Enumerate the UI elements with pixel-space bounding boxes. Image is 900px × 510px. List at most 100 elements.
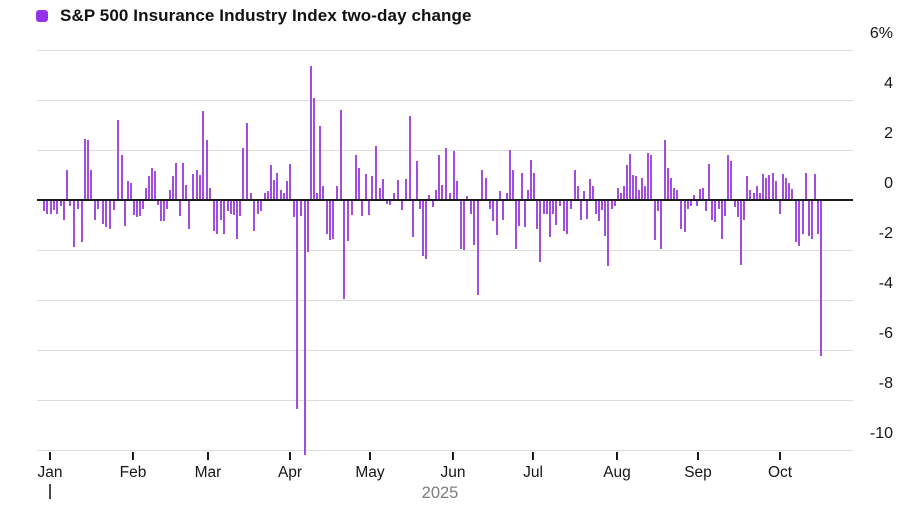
bar [538,201,542,263]
bar [318,126,322,200]
bar [364,173,368,200]
bar [104,201,108,228]
bar [132,201,136,215]
bar [819,201,823,356]
month-label: Mar [194,464,222,481]
y-axis-label: 4 [884,75,893,92]
bar [374,146,378,200]
bar [631,175,635,200]
bar [679,201,683,229]
bar [288,163,292,200]
bar [144,187,148,200]
bar [804,172,808,200]
bar [195,170,199,200]
bar [86,140,90,200]
month-tick [207,452,209,460]
bar [392,192,396,200]
month-label: Sep [684,464,712,481]
bar [695,201,699,206]
bar [415,161,419,200]
bar [646,152,650,200]
bar [123,201,127,226]
bar [774,181,778,200]
bar [542,201,546,214]
bar [408,116,412,200]
bar [346,201,350,241]
bar [120,155,124,200]
y-axis-label: -2 [878,225,893,242]
bar [784,177,788,200]
bar [666,167,670,200]
bar [720,201,724,239]
bar [672,187,676,200]
bar [653,201,657,240]
bar [628,153,632,200]
month-tick [452,452,454,460]
bar [187,201,191,229]
bar [309,66,313,200]
gridline [37,249,853,251]
bar [656,201,660,211]
month-label: Jul [523,464,543,481]
bar [201,111,205,200]
bar [603,201,607,236]
bar [52,201,56,210]
bar [517,201,521,226]
bar [491,201,495,221]
bar [396,180,400,200]
bar [335,186,339,200]
bar [452,151,456,200]
bar [80,201,84,243]
bar [191,173,195,200]
month-tick [289,452,291,460]
month-tick [697,452,699,460]
bar [643,186,647,200]
bar [465,196,469,200]
y-axis-label: -4 [878,275,893,292]
year-tick [49,484,51,499]
bar [748,190,752,200]
bar [701,187,705,200]
bar [733,201,737,208]
bar [704,201,708,211]
y-axis-label: 2 [884,125,893,142]
bar [495,201,499,235]
bar [156,201,160,205]
bar [548,201,552,238]
bar [83,138,87,200]
bar [462,201,466,250]
bar [252,201,256,231]
bar [813,173,817,200]
bar [787,182,791,200]
bar [222,201,226,234]
bar [427,195,431,200]
bar [59,201,63,206]
bar [303,201,307,455]
gridline [37,349,853,351]
bar [249,192,253,200]
bar [459,201,463,249]
month-label: Jun [440,464,466,481]
bar [736,201,740,218]
bar [476,201,480,295]
bar [801,201,805,234]
bar [573,170,577,200]
bar [165,201,169,209]
bar [637,190,641,200]
bar [219,201,223,220]
bar [138,201,142,216]
bar [640,177,644,200]
bar [42,201,46,211]
bar [275,172,279,200]
month-tick [132,452,134,460]
bar [758,192,762,200]
bar [68,201,72,206]
bar [350,201,354,215]
bar [597,201,601,221]
bar [816,201,820,234]
bar [357,167,361,200]
bar [285,181,289,200]
bar [778,201,782,214]
bar [150,167,154,200]
